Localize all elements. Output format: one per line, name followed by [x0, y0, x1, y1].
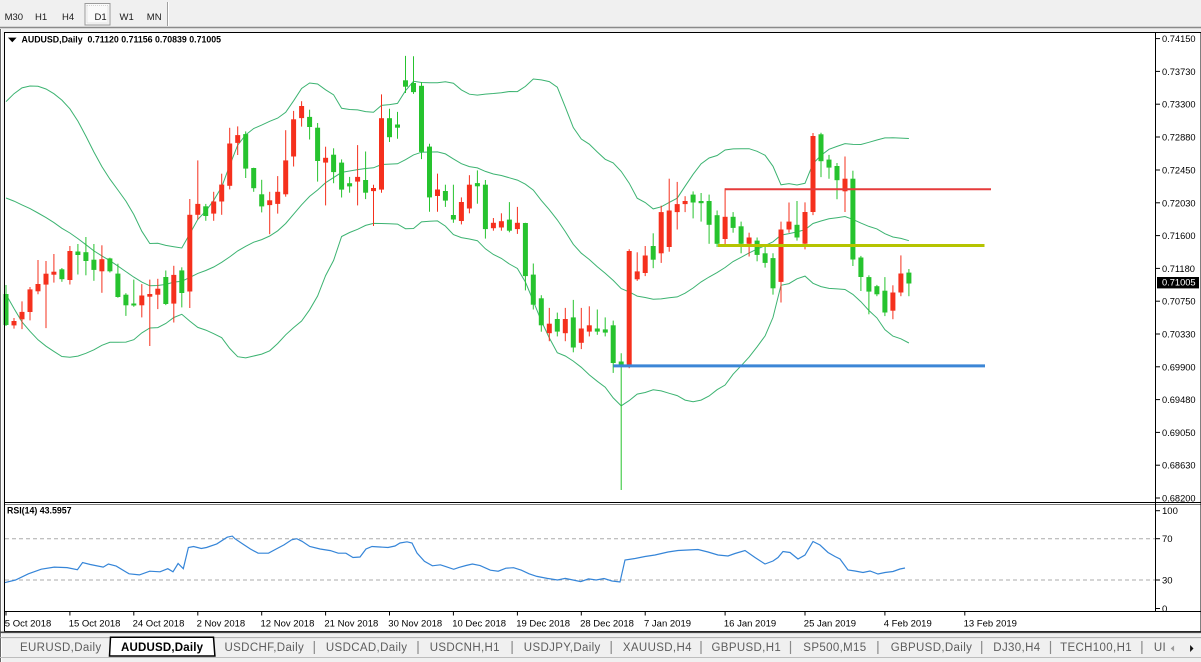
svg-text:0.69050: 0.69050 — [1162, 428, 1196, 438]
svg-text:MN: MN — [147, 12, 162, 23]
svg-text:D1: D1 — [95, 12, 107, 23]
svg-text:H1: H1 — [35, 12, 47, 23]
svg-text:W1: W1 — [120, 12, 134, 23]
svg-text:7 Jan 2019: 7 Jan 2019 — [644, 619, 691, 630]
svg-text:100: 100 — [1162, 506, 1178, 517]
svg-text:USDJPY,Daily: USDJPY,Daily — [524, 642, 601, 654]
svg-text:0.70330: 0.70330 — [1162, 330, 1196, 340]
svg-text:13 Feb 2019: 13 Feb 2019 — [964, 619, 1017, 630]
svg-text:0.68630: 0.68630 — [1162, 461, 1196, 471]
svg-text:M30: M30 — [5, 12, 23, 23]
svg-text:30 Nov 2018: 30 Nov 2018 — [388, 619, 442, 630]
svg-text:0.68200: 0.68200 — [1162, 494, 1196, 504]
svg-text:0.72880: 0.72880 — [1162, 133, 1196, 143]
svg-text:28 Dec 2018: 28 Dec 2018 — [580, 619, 634, 630]
svg-text:19 Dec 2018: 19 Dec 2018 — [516, 619, 570, 630]
svg-text:H4: H4 — [62, 12, 74, 23]
svg-text:0.74150: 0.74150 — [1162, 34, 1196, 44]
svg-text:0.71005: 0.71005 — [1162, 278, 1196, 288]
svg-text:0.73300: 0.73300 — [1162, 100, 1196, 110]
svg-text:SP500,M15: SP500,M15 — [803, 642, 866, 654]
svg-text:TECH100,H1: TECH100,H1 — [1060, 642, 1132, 654]
svg-text:25 Jan 2019: 25 Jan 2019 — [804, 619, 856, 630]
svg-text:0: 0 — [1162, 604, 1167, 615]
svg-text:2 Nov 2018: 2 Nov 2018 — [197, 619, 246, 630]
svg-text:USDCAD,Daily: USDCAD,Daily — [326, 642, 408, 654]
svg-text:21 Nov 2018: 21 Nov 2018 — [324, 619, 378, 630]
svg-text:RSI(14) 43.5957: RSI(14) 43.5957 — [7, 506, 72, 516]
svg-text:5 Oct 2018: 5 Oct 2018 — [5, 619, 51, 630]
svg-text:USDCNH,H1: USDCNH,H1 — [430, 642, 500, 654]
svg-text:70: 70 — [1162, 534, 1173, 545]
svg-text:0.71180: 0.71180 — [1162, 264, 1195, 274]
svg-text:12 Nov 2018: 12 Nov 2018 — [261, 619, 315, 630]
svg-text:16 Jan 2019: 16 Jan 2019 — [724, 619, 776, 630]
svg-text:0.69480: 0.69480 — [1162, 395, 1196, 405]
svg-text:AUDUSD,Daily 0.71120 0.71156: AUDUSD,Daily 0.71120 0.71156 0.70839 0.7… — [22, 35, 222, 45]
svg-text:0.71600: 0.71600 — [1162, 231, 1196, 241]
svg-text:XAUUSD,H4: XAUUSD,H4 — [623, 642, 692, 654]
svg-text:USDCHF,Daily: USDCHF,Daily — [225, 642, 305, 654]
svg-text:0.72450: 0.72450 — [1162, 166, 1196, 176]
svg-text:UI: UI — [1154, 642, 1166, 654]
svg-text:EURUSD,Daily: EURUSD,Daily — [20, 642, 102, 654]
svg-text:4 Feb 2019: 4 Feb 2019 — [884, 619, 932, 630]
svg-text:10 Dec 2018: 10 Dec 2018 — [452, 619, 506, 630]
svg-text:30: 30 — [1162, 576, 1173, 587]
svg-text:AUDUSD,Daily: AUDUSD,Daily — [121, 642, 204, 654]
svg-text:0.69900: 0.69900 — [1162, 362, 1196, 372]
svg-text:0.70750: 0.70750 — [1162, 297, 1196, 307]
svg-text:15 Oct 2018: 15 Oct 2018 — [69, 619, 121, 630]
svg-text:0.73730: 0.73730 — [1162, 67, 1196, 77]
svg-text:24 Oct 2018: 24 Oct 2018 — [133, 619, 185, 630]
svg-text:GBPUSD,Daily: GBPUSD,Daily — [891, 642, 973, 654]
svg-text:GBPUSD,H1: GBPUSD,H1 — [712, 642, 782, 654]
svg-text:0.72030: 0.72030 — [1162, 198, 1196, 208]
svg-text:DJ30,H4: DJ30,H4 — [993, 642, 1040, 654]
